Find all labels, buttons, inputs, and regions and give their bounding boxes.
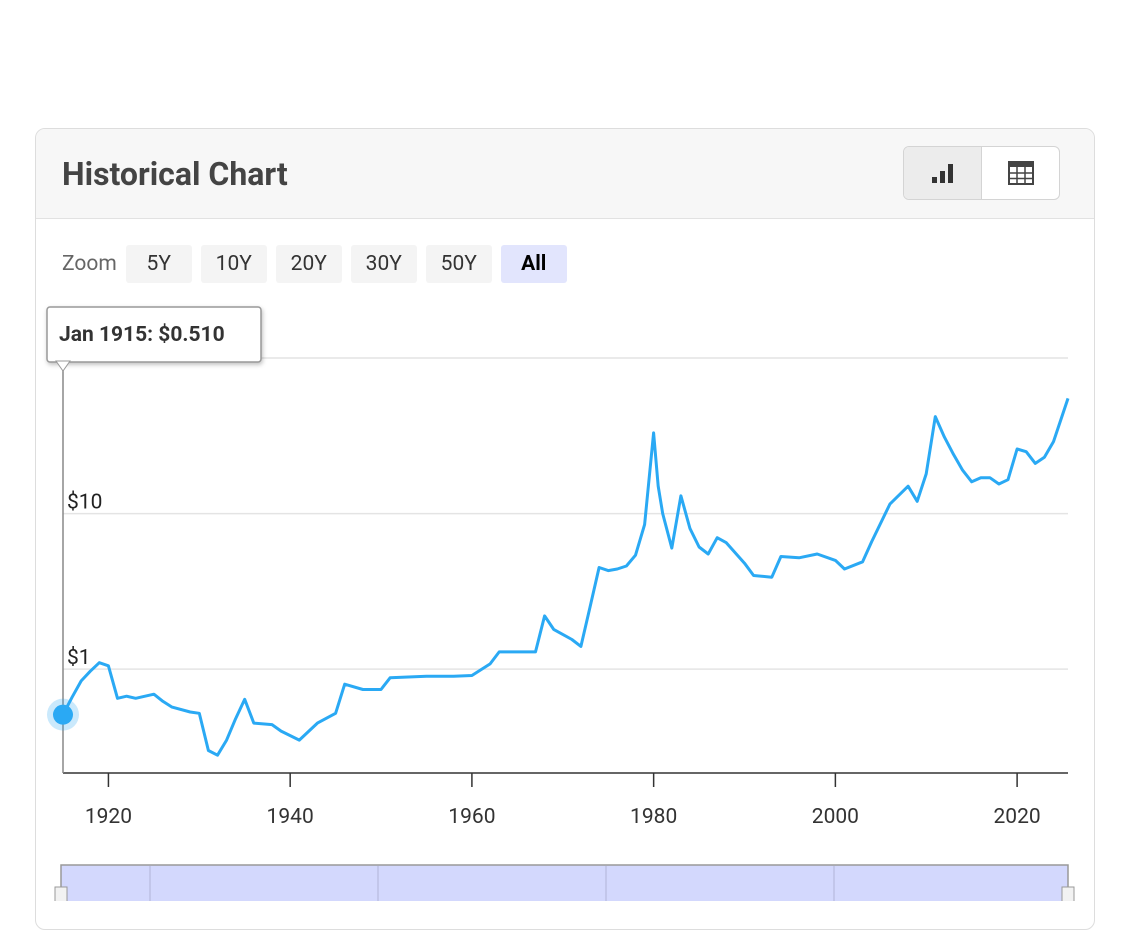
zoom-button[interactable]: All: [500, 245, 567, 283]
y-tick-label: $10: [67, 491, 102, 515]
y-tick-label: $1: [67, 646, 91, 670]
navigator: [60, 864, 1069, 901]
x-tick-label: 2020: [994, 805, 1041, 829]
zoom-button[interactable]: 5Y: [125, 245, 192, 283]
navigator-handle[interactable]: [1061, 886, 1075, 901]
zoom-button[interactable]: 10Y: [200, 245, 267, 283]
page: {"header": {"title": "Historical Chart"}…: [35, 128, 1095, 930]
chart-view-button[interactable]: [904, 147, 982, 199]
table-icon: [1007, 161, 1034, 185]
view-toggle: [903, 146, 1060, 200]
x-tick-label: 1980: [630, 805, 677, 829]
zoom-bar: Zoom 5Y 10Y 20Y 30Y 50Y All: [62, 245, 567, 283]
zoom-button[interactable]: 30Y: [350, 245, 417, 283]
zoom-button[interactable]: 20Y: [275, 245, 342, 283]
card-title: Historical Chart: [62, 155, 288, 193]
zoom-label: Zoom: [62, 252, 117, 276]
hover-point: [53, 704, 73, 725]
x-tick-label: 1960: [448, 805, 495, 829]
tooltip-pointer: [55, 360, 71, 372]
bar-icon: [931, 164, 953, 183]
tooltip-box: [46, 306, 262, 363]
tooltip-text: Jan 1915: $0.510: [59, 323, 225, 347]
x-tick-label: 1920: [85, 805, 132, 829]
navigator-handle[interactable]: [54, 886, 68, 901]
chart: $1 $10 1920 1940 1960 1980 2000 2020 Jan 1915: $…: [46, 306, 1075, 901]
card-header: Historical Chart: [36, 129, 1094, 219]
x-tick-label: 1940: [267, 805, 314, 829]
x-tick-label: 2000: [812, 805, 859, 829]
price-line: [61, 397, 1070, 757]
table-view-button[interactable]: [982, 147, 1059, 199]
zoom-button[interactable]: 50Y: [425, 245, 492, 283]
chart-card: Historical Chart Zoom 5Y 10Y 20Y 30Y 50Y All: [35, 128, 1095, 930]
